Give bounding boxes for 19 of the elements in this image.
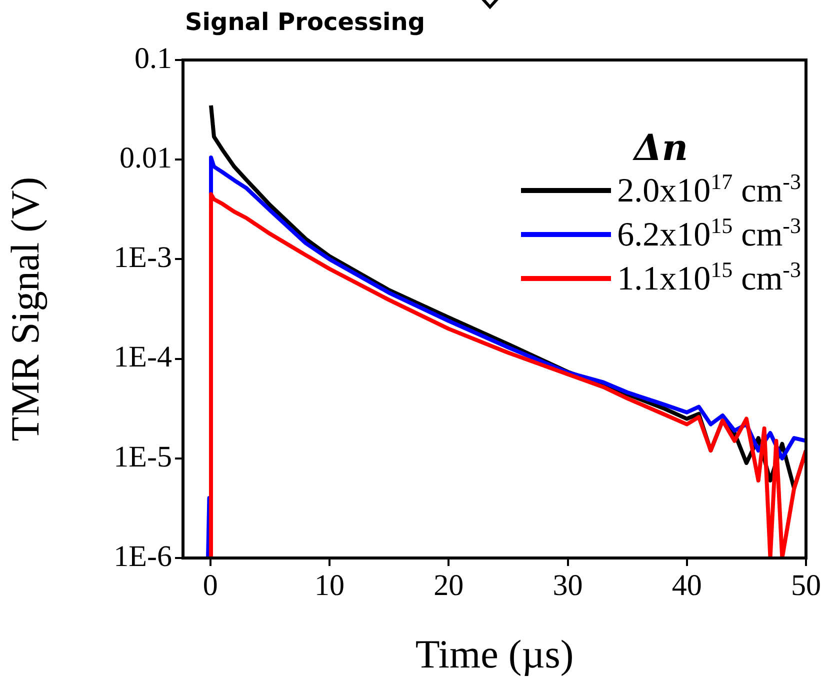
y-tick-label: 1E-3 [114, 241, 172, 274]
y-tick-label: 1E-6 [114, 540, 172, 573]
x-tick-label: 30 [552, 568, 583, 602]
chart-title: Signal Processing [185, 8, 426, 36]
legend-label: 1.1x10$^{15}$ cm$^{-3}$ [617, 257, 801, 299]
x-tick-label: 0 [202, 568, 218, 602]
y-tick-label: 1E-5 [114, 440, 172, 474]
y-tick-label: 0.1 [134, 42, 172, 75]
legend-label: 2.0x10$^{17}$ cm$^{-3}$ [617, 169, 801, 211]
y-axis-title: TMR Signal (V) [2, 176, 48, 442]
x-tick-label: 40 [672, 568, 702, 602]
legend-title: Δn [632, 127, 690, 169]
y-tick-label: 1E-4 [114, 340, 172, 374]
legend-label: 6.2x10$^{15}$ cm$^{-3}$ [617, 213, 801, 255]
x-tick-label: 20 [434, 568, 464, 602]
x-tick-label: 50 [791, 568, 821, 602]
y-tick-label: 0.01 [120, 141, 172, 174]
x-axis-title: Time (µs) [415, 632, 574, 676]
x-tick-label: 10 [314, 568, 345, 602]
